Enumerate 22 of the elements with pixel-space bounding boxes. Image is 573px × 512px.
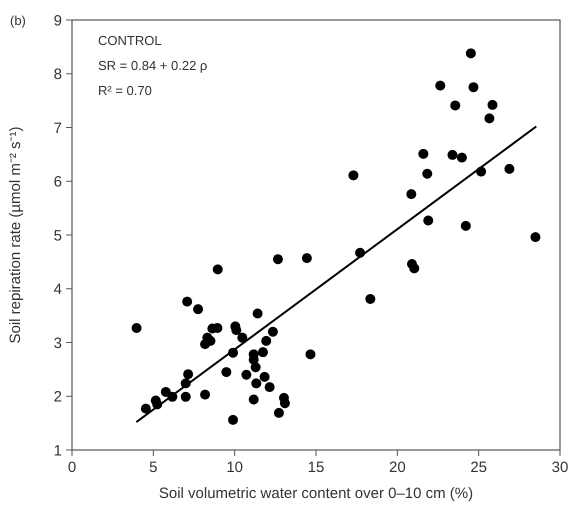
chart-title: (b) [10, 13, 26, 28]
y-tick-label: 3 [54, 334, 62, 352]
x-tick-label: 15 [308, 459, 324, 476]
x-tick-label: 30 [552, 459, 568, 476]
x-tick-label: 25 [470, 459, 488, 476]
y-tick-label: 9 [54, 12, 62, 30]
x-tick-label: 5 [149, 459, 158, 476]
x-tick-label: 20 [388, 459, 406, 476]
x-tick-label: 0 [68, 459, 76, 476]
y-tick-label: 7 [54, 120, 62, 137]
annotation: CONTROL [98, 33, 162, 48]
y-tick-label: 8 [54, 66, 62, 83]
x-tick-label: 10 [226, 459, 244, 476]
y-axis-title: Soil repiration rate (µmol m⁻² s⁻¹) [7, 126, 24, 344]
y-tick-label: 5 [54, 227, 62, 244]
y-tick-label: 4 [54, 281, 62, 298]
y-tick-label: 2 [54, 388, 62, 406]
annotation: SR = 0.84 + 0.22 ρ [98, 58, 208, 73]
x-axis-title: Soil volumetric water content over 0–10 cm (%) [158, 485, 474, 502]
y-tick-label: 1 [54, 442, 62, 460]
y-tick-label: 6 [54, 174, 62, 190]
annotation: R² = 0.70 [98, 83, 152, 98]
